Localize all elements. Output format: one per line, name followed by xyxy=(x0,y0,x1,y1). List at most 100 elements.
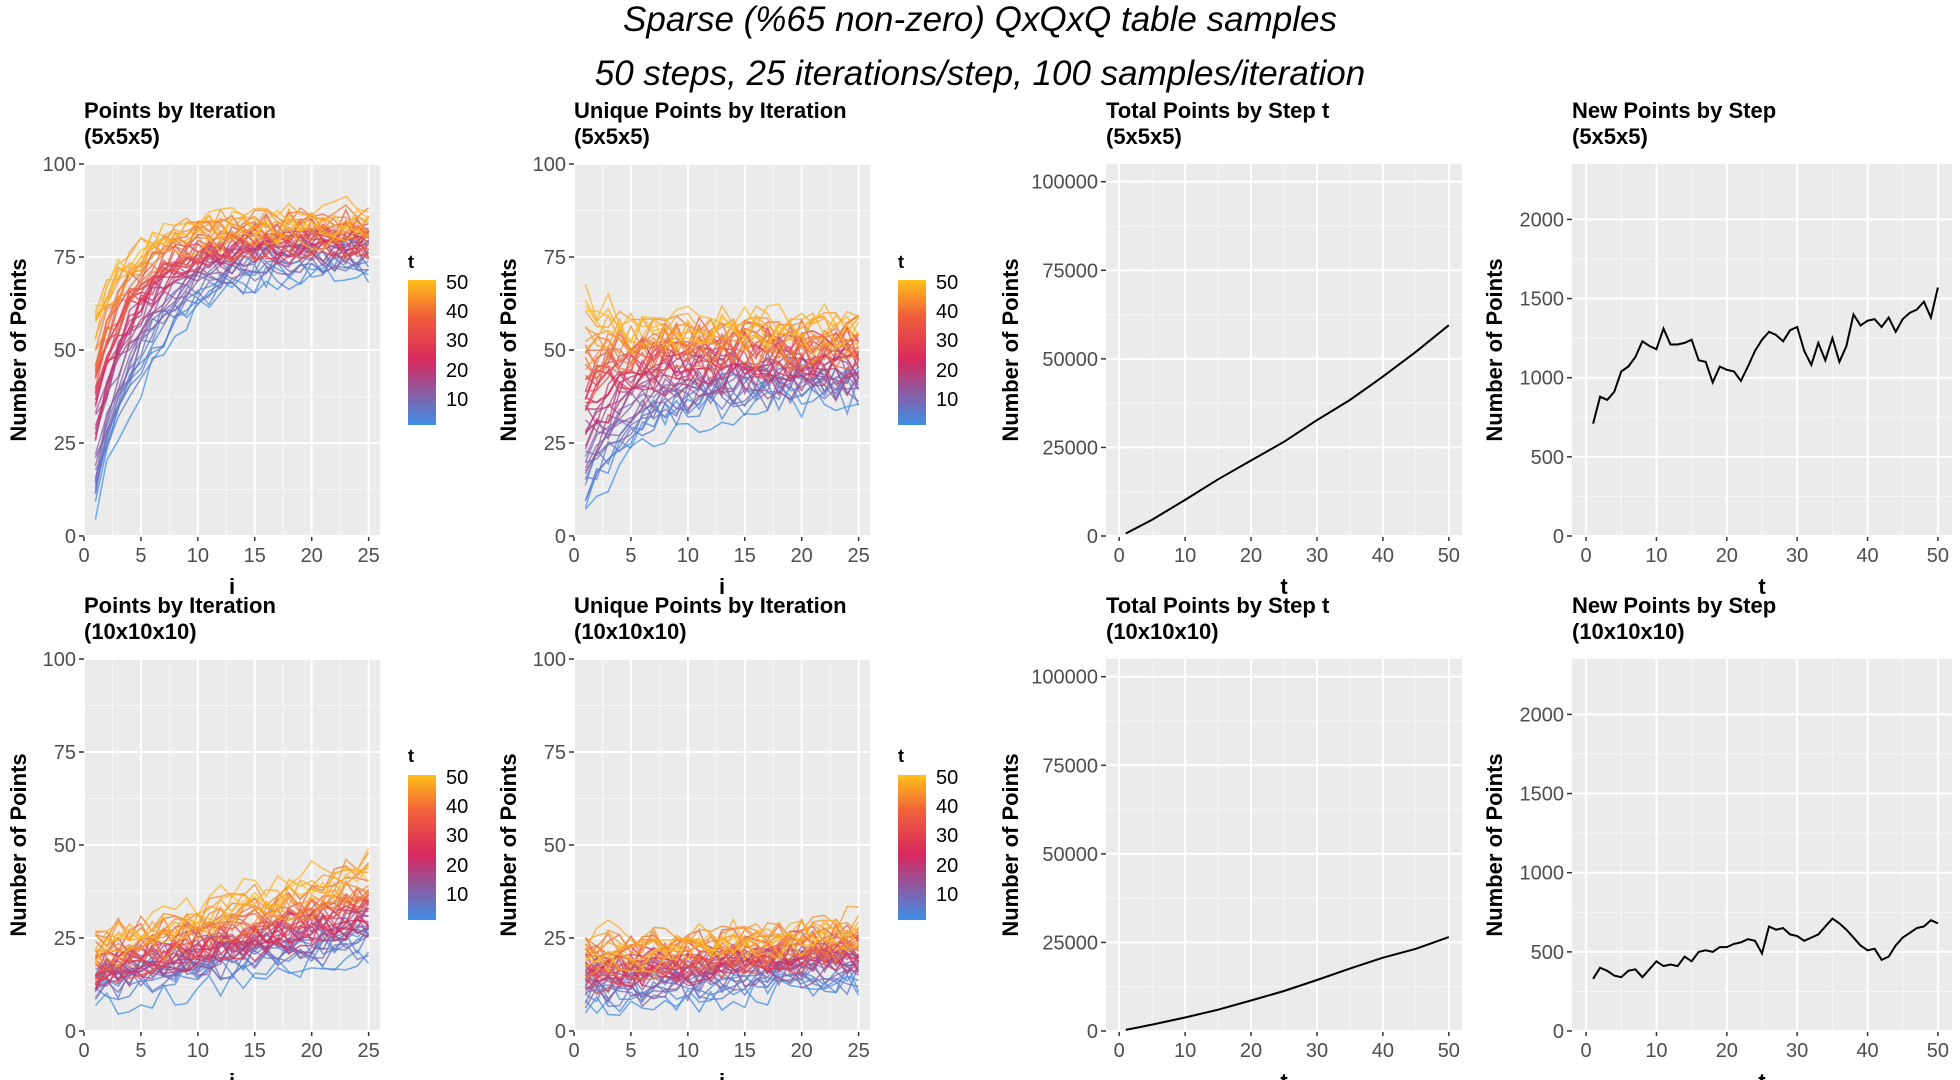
y-tick-label: 75 xyxy=(54,247,76,269)
y-tick-label: 50 xyxy=(54,340,76,362)
x-tick-label: 0 xyxy=(568,1040,579,1062)
y-axis-label: Number of Points xyxy=(6,258,31,441)
x-tick-label: 5 xyxy=(625,545,636,567)
x-tick-label: 40 xyxy=(1856,545,1878,567)
legend-label-40: 40 xyxy=(936,301,958,323)
x-tick-label: 20 xyxy=(791,545,813,567)
panel-subtitle: (10x10x10) xyxy=(574,619,687,644)
y-tick-label: 500 xyxy=(1531,942,1564,964)
series-line-t-46 xyxy=(585,931,859,957)
y-axis-label: Number of Points xyxy=(998,258,1023,441)
x-tick-label: 15 xyxy=(734,545,756,567)
x-tick-label: 0 xyxy=(1581,1040,1592,1062)
y-tick-label: 500 xyxy=(1531,447,1564,469)
y-tick-label: 25 xyxy=(54,928,76,950)
x-tick-label: 20 xyxy=(1240,1040,1262,1062)
series-line-t-46 xyxy=(94,867,369,950)
chart-panel-p5: 0 5 10 15 20 25 0 25 50 75 100 Points by Iteration(… xyxy=(6,593,380,1080)
series-line-t-44 xyxy=(95,881,370,961)
panel-title: Unique Points by Iteration xyxy=(574,593,847,618)
series-line-t-49 xyxy=(585,935,859,973)
series-line-t-50 xyxy=(94,868,370,966)
series-line-t-34 xyxy=(94,895,370,985)
x-tick-label: 0 xyxy=(78,545,89,567)
figure-title-line-1: Sparse (%65 non-zero) QxQxQ table sample… xyxy=(623,0,1337,39)
legend-label-40: 40 xyxy=(936,796,958,818)
y-tick-label: 75 xyxy=(54,742,76,764)
y-tick-label: 75000 xyxy=(1042,755,1098,777)
series-line-t-2 xyxy=(94,257,369,486)
y-tick-label: 0 xyxy=(1087,1021,1098,1043)
x-tick-label: 30 xyxy=(1786,545,1808,567)
y-tick-label: 50 xyxy=(544,835,566,857)
legend-colorbar xyxy=(408,775,436,920)
x-tick-label: 10 xyxy=(1645,545,1667,567)
y-tick-label: 1000 xyxy=(1520,863,1565,885)
series-line-t-43 xyxy=(94,218,370,321)
y-tick-label: 0 xyxy=(555,1021,566,1043)
panel-title: Points by Iteration xyxy=(84,593,276,618)
x-axis-label: i xyxy=(229,574,235,599)
legend-label-10: 10 xyxy=(936,884,958,906)
x-axis-label: t xyxy=(1758,1069,1766,1080)
y-tick-label: 1500 xyxy=(1520,289,1565,311)
series-line-t-2 xyxy=(584,975,859,1016)
chart-panel-p7: 0 10 20 30 40 50 0 25000 50000 75000 100000 Total P… xyxy=(998,593,1462,1080)
y-tick-label: 2000 xyxy=(1520,704,1565,726)
x-tick-label: 25 xyxy=(357,1040,379,1062)
x-tick-label: 10 xyxy=(1174,545,1196,567)
legend-label-10: 10 xyxy=(446,389,468,411)
panel-title: Unique Points by Iteration xyxy=(574,98,847,123)
x-tick-label: 20 xyxy=(1716,545,1738,567)
x-axis-label: i xyxy=(719,1069,725,1080)
x-tick-label: 20 xyxy=(791,1040,813,1062)
x-axis-label: i xyxy=(719,574,725,599)
x-tick-label: 5 xyxy=(135,1040,146,1062)
series-line-t-29 xyxy=(584,942,859,988)
series-line-t-41 xyxy=(584,316,859,371)
x-tick-label: 25 xyxy=(847,545,869,567)
y-tick-label: 75000 xyxy=(1042,260,1098,282)
legend-label-30: 30 xyxy=(446,825,468,847)
series-line-t-48 xyxy=(585,919,860,969)
x-tick-label: 10 xyxy=(677,1040,699,1062)
y-tick-label: 50 xyxy=(544,340,566,362)
legend-top: t 50 40 30 20 10 xyxy=(408,252,468,425)
legend-title: t xyxy=(898,252,904,272)
legend-label-40: 40 xyxy=(446,301,468,323)
x-axis-label: t xyxy=(1280,1069,1288,1080)
x-tick-label: 50 xyxy=(1438,545,1460,567)
series-line-t-25 xyxy=(94,232,370,405)
series-group xyxy=(94,848,370,1015)
y-axis-label: Number of Points xyxy=(6,753,31,936)
series-line-t-4 xyxy=(584,376,860,480)
series-line-t-42 xyxy=(584,914,860,958)
series-line-t-49 xyxy=(94,208,370,317)
y-axis-label: Number of Points xyxy=(998,753,1023,936)
legend-label-20: 20 xyxy=(936,855,958,877)
x-tick-label: 20 xyxy=(1240,545,1262,567)
series-line xyxy=(1592,917,1939,980)
series-line-t-15 xyxy=(584,953,860,1000)
legend-title: t xyxy=(898,746,904,766)
y-tick-label: 0 xyxy=(1087,526,1098,548)
series-line-t-37 xyxy=(584,337,860,383)
x-tick-label: 40 xyxy=(1856,1040,1878,1062)
y-tick-label: 100 xyxy=(43,649,76,671)
y-tick-label: 50000 xyxy=(1042,349,1098,371)
y-tick-label: 2000 xyxy=(1520,209,1565,231)
panel-subtitle: (5x5x5) xyxy=(1106,124,1182,149)
chart-panel-p3: 0 10 20 30 40 50 0 25000 50000 75000 100000 Total P… xyxy=(998,98,1462,599)
x-tick-label: 30 xyxy=(1306,1040,1328,1062)
x-tick-label: 20 xyxy=(301,1040,323,1062)
legend-label-30: 30 xyxy=(936,330,958,352)
legend-label-30: 30 xyxy=(446,330,468,352)
x-tick-label: 30 xyxy=(1306,545,1328,567)
y-tick-label: 0 xyxy=(65,526,76,548)
y-tick-label: 100000 xyxy=(1031,172,1098,194)
x-tick-label: 5 xyxy=(135,545,146,567)
x-tick-label: 30 xyxy=(1786,1040,1808,1062)
series-line-t-48 xyxy=(95,227,369,307)
y-tick-label: 100 xyxy=(533,649,566,671)
